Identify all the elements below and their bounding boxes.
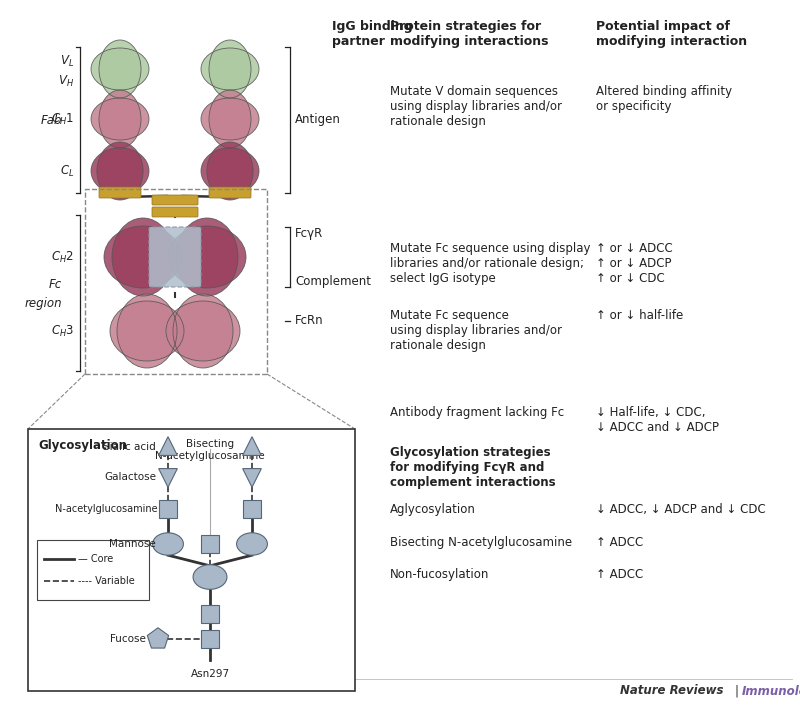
FancyBboxPatch shape (243, 500, 261, 518)
Ellipse shape (193, 564, 227, 590)
FancyBboxPatch shape (28, 429, 355, 691)
Ellipse shape (201, 48, 259, 90)
FancyBboxPatch shape (201, 630, 219, 648)
Ellipse shape (176, 218, 238, 296)
Ellipse shape (166, 301, 240, 361)
Text: Mutate Fc sequence
using display libraries and/or
rationale design: Mutate Fc sequence using display librari… (390, 309, 562, 352)
Ellipse shape (104, 226, 182, 288)
Ellipse shape (91, 48, 149, 90)
Text: Glycosylation: Glycosylation (38, 439, 127, 452)
Text: ↓ Half-life, ↓ CDC,
↓ ADCC and ↓ ADCP: ↓ Half-life, ↓ CDC, ↓ ADCC and ↓ ADCP (596, 406, 719, 434)
Text: ---- Variable: ---- Variable (78, 576, 134, 586)
FancyBboxPatch shape (152, 195, 198, 205)
Polygon shape (158, 469, 178, 487)
FancyBboxPatch shape (37, 540, 149, 600)
Text: $V_L$: $V_L$ (60, 53, 74, 68)
FancyBboxPatch shape (209, 187, 251, 198)
Ellipse shape (207, 142, 253, 200)
Text: ↑ or ↓ half-life: ↑ or ↓ half-life (596, 309, 683, 322)
Ellipse shape (173, 294, 233, 368)
Text: Fucose: Fucose (110, 634, 146, 644)
Text: Galactose: Galactose (104, 472, 156, 482)
FancyBboxPatch shape (201, 605, 219, 623)
Polygon shape (147, 628, 169, 648)
Text: IgG binding
partner: IgG binding partner (332, 20, 413, 48)
Polygon shape (242, 469, 262, 487)
FancyBboxPatch shape (159, 500, 177, 518)
FancyBboxPatch shape (152, 207, 198, 217)
FancyBboxPatch shape (149, 227, 201, 287)
Text: Fc: Fc (49, 278, 62, 291)
Text: Immunology: Immunology (742, 684, 800, 697)
Text: Potential impact of
modifying interaction: Potential impact of modifying interactio… (596, 20, 747, 48)
Text: $C_H$2: $C_H$2 (51, 249, 74, 265)
Ellipse shape (91, 148, 149, 194)
Polygon shape (158, 436, 178, 455)
Ellipse shape (237, 533, 267, 555)
Text: Asn297: Asn297 (190, 669, 230, 679)
Text: Mutate Fc sequence using display
libraries and/or rationale design;
select IgG i: Mutate Fc sequence using display librari… (390, 242, 590, 285)
Ellipse shape (201, 98, 259, 140)
Text: $C_L$: $C_L$ (60, 163, 74, 178)
Text: Nature Reviews: Nature Reviews (620, 684, 723, 697)
Text: Mannose: Mannose (110, 539, 156, 549)
Text: Antigen: Antigen (295, 114, 341, 127)
Text: ↓ ADCC, ↓ ADCP and ↓ CDC: ↓ ADCC, ↓ ADCP and ↓ CDC (596, 503, 766, 516)
FancyBboxPatch shape (99, 187, 141, 198)
Ellipse shape (99, 90, 141, 148)
Text: Bisecting
N-acetylglucosamine: Bisecting N-acetylglucosamine (155, 439, 265, 461)
Text: Complement: Complement (295, 275, 371, 288)
Text: $C_H$1: $C_H$1 (51, 111, 74, 127)
Text: $V_H$: $V_H$ (58, 73, 74, 88)
Text: Bisecting N-acetylglucosamine: Bisecting N-acetylglucosamine (390, 536, 572, 549)
Text: ↑ or ↓ ADCC
↑ or ↓ ADCP
↑ or ↓ CDC: ↑ or ↓ ADCC ↑ or ↓ ADCP ↑ or ↓ CDC (596, 242, 673, 285)
Ellipse shape (112, 218, 174, 296)
Text: Fab: Fab (41, 114, 62, 127)
Ellipse shape (117, 294, 177, 368)
Text: Protein strategies for
modifying interactions: Protein strategies for modifying interac… (390, 20, 548, 48)
Ellipse shape (91, 98, 149, 140)
Text: Altered binding affinity
or specificity: Altered binding affinity or specificity (596, 85, 732, 113)
Ellipse shape (99, 40, 141, 98)
FancyBboxPatch shape (201, 535, 219, 553)
Polygon shape (242, 436, 262, 455)
Text: |: | (735, 684, 742, 697)
Ellipse shape (110, 301, 184, 361)
Text: FcγR: FcγR (295, 226, 323, 239)
Text: Antibody fragment lacking Fc: Antibody fragment lacking Fc (390, 406, 564, 419)
Text: ↑ ADCC: ↑ ADCC (596, 536, 643, 549)
Ellipse shape (201, 148, 259, 194)
Text: Glycosylation strategies
for modifying FcγR and
complement interactions: Glycosylation strategies for modifying F… (390, 446, 555, 489)
Text: N-acetylglucosamine: N-acetylglucosamine (55, 504, 158, 514)
Ellipse shape (153, 533, 183, 555)
Text: Mutate V domain sequences
using display libraries and/or
rationale design: Mutate V domain sequences using display … (390, 85, 562, 128)
Text: ↑ ADCC: ↑ ADCC (596, 568, 643, 581)
Ellipse shape (97, 142, 143, 200)
Ellipse shape (168, 226, 246, 288)
Text: Aglycosylation: Aglycosylation (390, 503, 475, 516)
Text: region: region (24, 296, 62, 309)
Ellipse shape (209, 90, 251, 148)
Text: $C_H$3: $C_H$3 (50, 324, 74, 339)
Text: Sialic acid: Sialic acid (103, 442, 156, 452)
Text: — Core: — Core (78, 554, 114, 564)
Text: FcRn: FcRn (295, 314, 324, 327)
Text: Non-fucosylation: Non-fucosylation (390, 568, 489, 581)
Ellipse shape (209, 40, 251, 98)
